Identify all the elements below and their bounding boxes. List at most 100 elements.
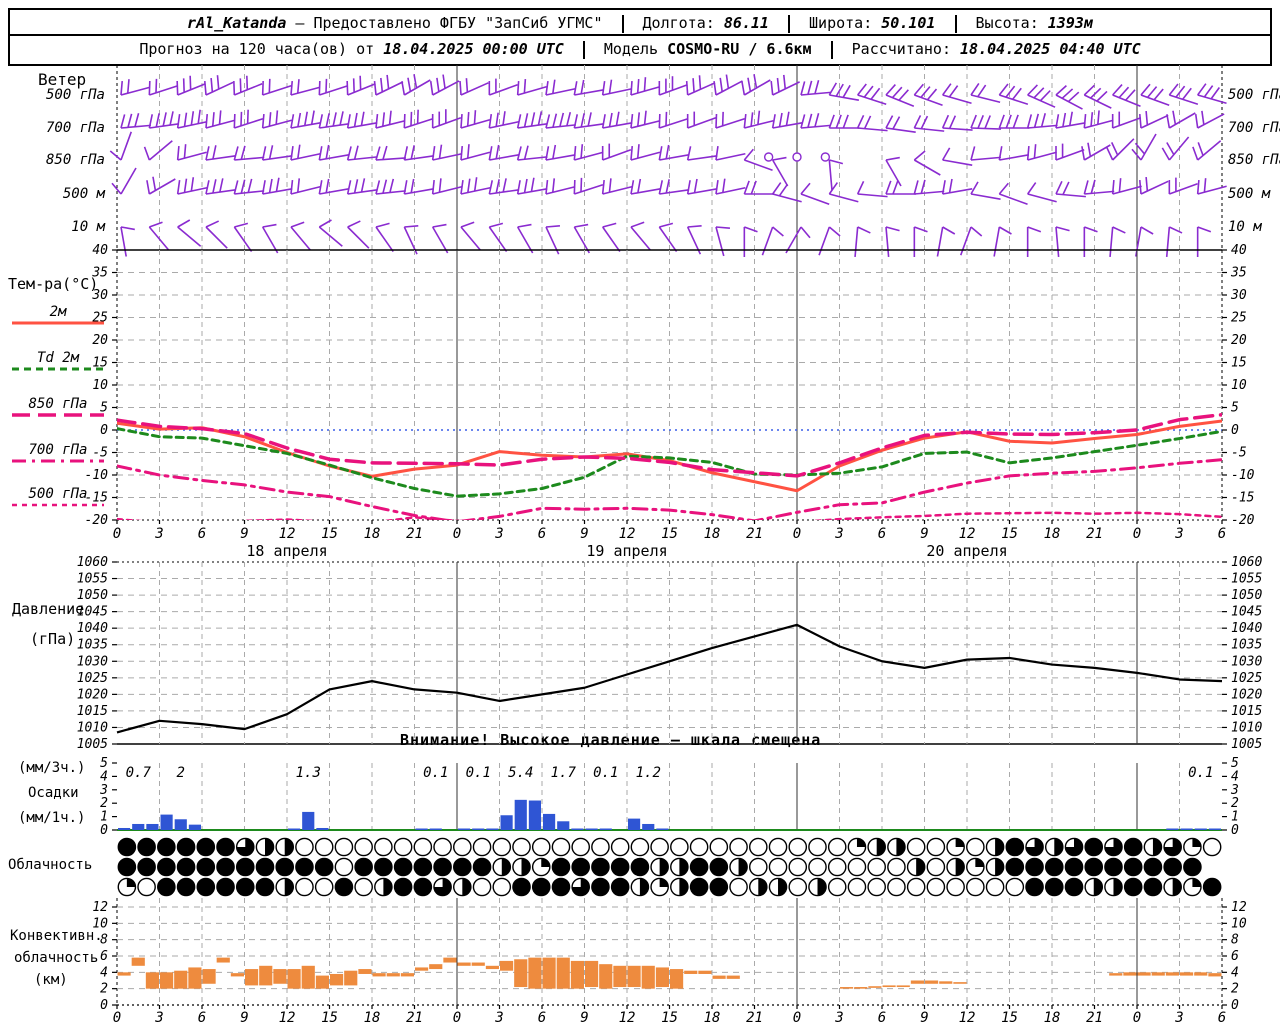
cloud-cover-circle [374,837,393,857]
cloud-cover-circle [314,857,334,877]
wind-barb-feather [863,115,872,129]
cloud-cover-circle [788,837,808,857]
cloud-cover-circle [610,877,630,897]
cloud-cover-circle [531,837,551,857]
wind-barb-feather [290,146,294,161]
wind-barb [262,155,293,161]
calm-wind-circle [763,152,774,162]
wind-barb-feather [1194,114,1199,129]
cloud-cover-circle [1202,877,1222,897]
wind-barb-feather [488,180,494,195]
wind-barb [574,123,605,129]
wind-barb [347,156,378,161]
wind-barb [602,148,632,161]
wind-barb-feather [176,180,181,195]
xaxis-hour-label: 9 [580,526,588,542]
conv-tick-label-left: 0 [100,998,108,1013]
wind-barb [942,188,973,195]
wind-barb [970,156,1001,161]
wind-barb [772,193,802,203]
cloud-cover-fraction [817,878,827,896]
xaxis-hour-label: 6 [1218,526,1226,542]
cloud-cover-circle [196,877,216,897]
wind-barb-feather [436,77,440,92]
wind-barb-feather [630,145,634,161]
wind-barb [148,226,170,251]
wind-barb-feather [346,146,352,161]
cloud-cover-circle [1143,857,1163,877]
wind-barb-feather [190,111,195,126]
wind-barb-feather [1106,146,1114,161]
wind-barb [658,226,678,253]
cloud-cover-circle [591,877,610,897]
cloud-cover-circle [551,837,571,857]
wind-barb-feather [573,145,577,161]
wind-barb-feather [1203,85,1214,98]
wind-barb-feather [268,112,272,127]
wind-barb-feather [375,113,379,129]
wind-barb-feather [687,224,702,228]
wind-barb-feather [835,114,842,129]
wind-barb [1083,94,1112,109]
precip-tick-label-right: 1 [1231,810,1239,825]
cloud-cover-circle [630,837,650,857]
wind-barb-feather [552,144,557,159]
xaxis-hour-label-bottom: 21 [1086,1010,1103,1024]
wind-barb-feather [1084,226,1098,233]
wind-barb-feather [438,178,442,193]
wind-barb [857,127,888,132]
temp-tick-label-right: 20 [1231,333,1247,348]
wind-barb-feather [438,144,443,159]
wind-barb [375,81,404,96]
xaxis-hour-label-bottom: 9 [580,1010,588,1024]
wind-barb-feather [545,114,551,129]
wind-barb-feather [403,180,408,195]
wind-barb-feather [1083,113,1087,129]
wind-barb [602,122,633,129]
wind-barb-feather [1201,110,1205,125]
precip-bar [316,827,329,830]
wind-barb [885,226,890,257]
wind-barb [857,193,888,198]
wind-barb-feather [190,177,195,192]
wind-barb-feather [127,113,133,128]
wind-barb [687,155,718,161]
wind-barb-feather [1110,142,1119,156]
cloud-cover-circle [472,877,492,897]
wind-barb [261,226,279,254]
cloud-cover-circle [117,857,137,877]
header-dash: – [295,14,305,32]
cloud-cover-circle [255,877,275,897]
cloud-cover-circle [788,877,808,897]
wind-barb-feather [1033,113,1040,128]
wind-barb-feather [111,182,122,195]
wind-barb-feather [920,115,929,130]
wind-barb-feather [162,112,167,127]
wind-barb-feather [863,85,874,98]
precip-bar [599,828,612,830]
wind-barb [177,186,208,195]
xaxis-hour-label: 15 [1001,526,1018,542]
wind-barb [375,119,406,129]
cloud-cover-circle [413,837,433,857]
wind-barb [149,123,180,129]
wind-barb-feather [630,80,633,96]
wind-barb [574,183,604,195]
wind-barb-feather [743,113,747,129]
cloud-cover-circle [689,837,709,857]
cloud-cover-circle [157,857,176,877]
wind-barb [517,123,548,129]
wind-barb [857,94,887,106]
xaxis-hour-label: 0 [453,526,461,542]
precip-tick-label-left: 0 [100,823,108,838]
wind-barb-feather [636,112,641,127]
xaxis-hour-label-bottom: 0 [113,1010,121,1024]
wind-barb-feather [318,180,323,195]
cloud-cover-fraction [679,878,688,896]
wind-barb-feather [1083,84,1095,96]
cloud-cover-circle [492,877,512,897]
wind-barb-feather [891,86,903,99]
wind-barb [1112,138,1135,161]
wind-barb-feather [719,77,723,92]
wind-barb [1140,133,1157,161]
